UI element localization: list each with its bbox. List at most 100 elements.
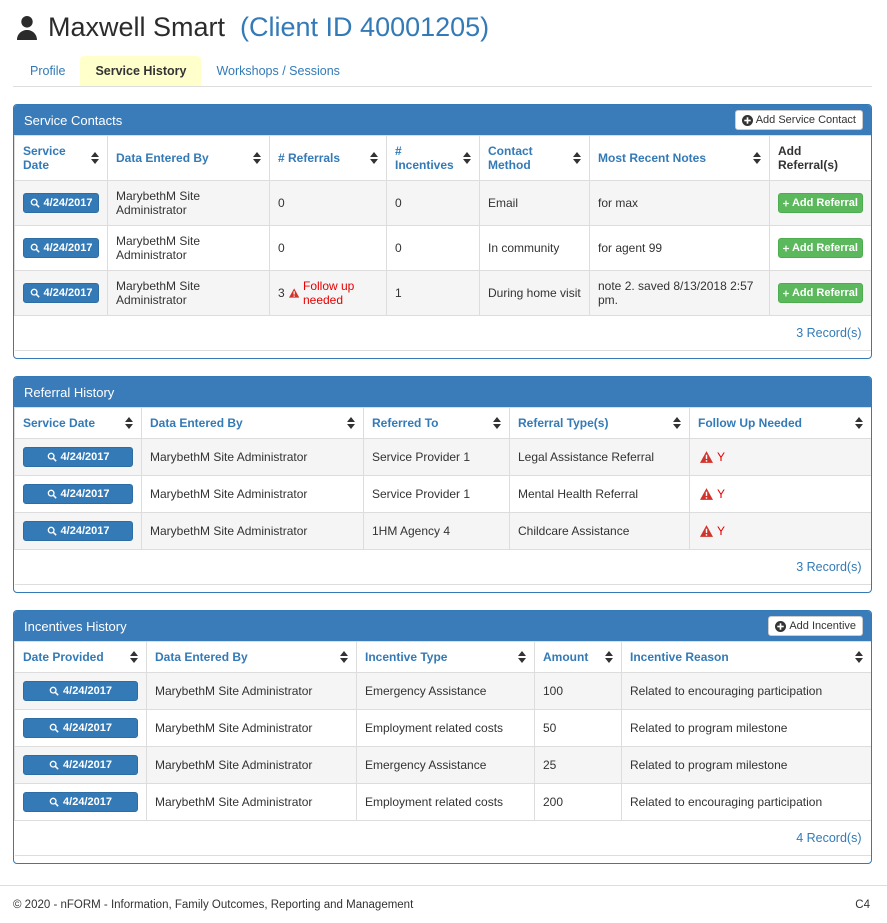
amount-cell: 200 [534,783,622,821]
view-incentive-button[interactable]: 4/24/2017 [23,718,138,738]
incentive-reason-cell: Related to program milestone [621,746,871,784]
sort-arrows-icon[interactable] [855,417,863,429]
table-row: 4/24/2017 MarybethM Site Administrator 1… [14,512,871,550]
view-incentive-button[interactable]: 4/24/2017 [23,755,138,775]
col-contact-method[interactable]: Contact Method [479,135,590,181]
data-entered-by-cell: MarybethM Site Administrator [107,225,270,271]
view-referral-button[interactable]: 4/24/2017 [23,447,133,467]
follow-up-cell: Y [689,438,871,476]
incentive-reason-cell: Related to encouraging participation [621,672,871,710]
data-entered-by-cell: MarybethM Site Administrator [141,475,364,513]
table-row: 4/24/2017 MarybethM Site Administrator E… [14,709,871,747]
incentive-type-cell: Employment related costs [356,783,535,821]
incentive-type-cell: Employment related costs [356,709,535,747]
col-service-date[interactable]: Service Date [14,407,142,439]
record-count: 4 Record(s) [14,820,871,856]
col-data-entered-by[interactable]: Data Entered By [141,407,364,439]
sort-arrows-icon[interactable] [125,417,133,429]
follow-up-cell: Y [689,512,871,550]
amount-cell: 50 [534,709,622,747]
col-data-entered-by[interactable]: Data Entered By [107,135,270,181]
table-row: 4/24/2017 MarybethM Site Administrator S… [14,438,871,476]
plus-icon [783,200,789,206]
col-label: Incentive Reason [630,650,729,664]
col-data-entered-by[interactable]: Data Entered By [146,641,357,673]
sort-arrows-icon[interactable] [753,152,761,164]
col-incentive-reason[interactable]: Incentive Reason [621,641,871,673]
sort-arrows-icon[interactable] [673,417,681,429]
view-referral-button[interactable]: 4/24/2017 [23,484,133,504]
service-date: 4/24/2017 [43,197,93,209]
view-service-contact-button[interactable]: 4/24/2017 [23,193,99,213]
table-row: 4/24/2017 MarybethM Site Administrator E… [14,672,871,710]
col-follow-up-needed[interactable]: Follow Up Needed [689,407,871,439]
magnifier-icon [49,760,59,770]
data-entered-by-cell: MarybethM Site Administrator [146,672,357,710]
service-date: 4/24/2017 [43,287,93,299]
sort-arrows-icon[interactable] [518,651,526,663]
col-referred-to[interactable]: Referred To [363,407,510,439]
service-contacts-heading: Service Contacts Add Service Contact [14,105,871,135]
sort-arrows-icon[interactable] [347,417,355,429]
sort-arrows-icon[interactable] [130,651,138,663]
warning-triangle-icon [700,451,713,463]
incentives-history-body: Date Provided Data Entered By Incentive … [14,641,871,863]
col-num-referrals[interactable]: # Referrals [269,135,387,181]
sort-arrows-icon[interactable] [493,417,501,429]
view-incentive-button[interactable]: 4/24/2017 [23,792,138,812]
col-amount[interactable]: Amount [534,641,622,673]
col-label: Referred To [372,416,439,430]
col-label: Follow Up Needed [698,416,803,430]
tab-workshops-sessions[interactable]: Workshops / Sessions [216,64,340,78]
col-label: # Incentives [395,144,454,172]
data-entered-by-cell: MarybethM Site Administrator [146,783,357,821]
add-referral-button[interactable]: Add Referral [778,193,863,213]
view-service-contact-button[interactable]: 4/24/2017 [23,283,99,303]
warning-triangle-icon [288,288,299,298]
tab-service-history[interactable]: Service History [80,56,202,86]
view-referral-button[interactable]: 4/24/2017 [23,521,133,541]
sort-arrows-icon[interactable] [573,152,581,164]
view-incentive-button[interactable]: 4/24/2017 [23,681,138,701]
col-date-provided[interactable]: Date Provided [14,641,147,673]
sort-arrows-icon[interactable] [605,651,613,663]
referral-count: 3 [278,286,285,300]
follow-up-flag: Y [717,450,726,464]
sort-arrows-icon[interactable] [855,651,863,663]
add-referral-button[interactable]: Add Referral [778,238,863,258]
sort-arrows-icon[interactable] [253,152,261,164]
add-incentive-button[interactable]: Add Incentive [768,616,863,636]
sort-arrows-icon[interactable] [370,152,378,164]
col-num-incentives[interactable]: # Incentives [386,135,480,181]
data-entered-by-cell: MarybethM Site Administrator [107,180,270,226]
data-entered-by-cell: MarybethM Site Administrator [141,512,364,550]
referrals-cell: 3 Follow up needed [269,270,387,316]
col-label: Data Entered By [155,650,248,664]
sort-arrows-icon[interactable] [91,152,99,164]
page-title: Maxwell Smart [48,12,226,42]
follow-up-cell: Y [689,475,871,513]
col-service-date[interactable]: Service Date [14,135,108,181]
client-header: Maxwell Smart (Client ID 40001205) [15,12,872,43]
contact-method-cell: In community [479,225,590,271]
footer-code: C4 [855,899,870,911]
sort-arrows-icon[interactable] [340,651,348,663]
referred-to-cell: Service Provider 1 [363,438,510,476]
view-service-contact-button[interactable]: 4/24/2017 [23,238,99,258]
add-referral-button[interactable]: Add Referral [778,283,863,303]
record-count: 3 Record(s) [14,315,871,351]
referrals-cell: 0 [269,225,387,271]
col-incentive-type[interactable]: Incentive Type [356,641,535,673]
tab-profile[interactable]: Profile [30,64,66,78]
date-provided: 4/24/2017 [63,759,112,771]
add-service-contact-button[interactable]: Add Service Contact [734,110,863,130]
incentive-reason-cell: Related to program milestone [621,709,871,747]
sort-arrows-icon[interactable] [463,152,471,164]
button-label: Add Service Contact [755,114,856,126]
warning-triangle-icon [700,488,713,500]
incentives-cell: 0 [386,180,480,226]
col-label: Referral Type(s) [518,416,609,430]
service-date: 4/24/2017 [60,488,110,500]
col-referral-types[interactable]: Referral Type(s) [509,407,690,439]
col-most-recent-notes[interactable]: Most Recent Notes [589,135,770,181]
